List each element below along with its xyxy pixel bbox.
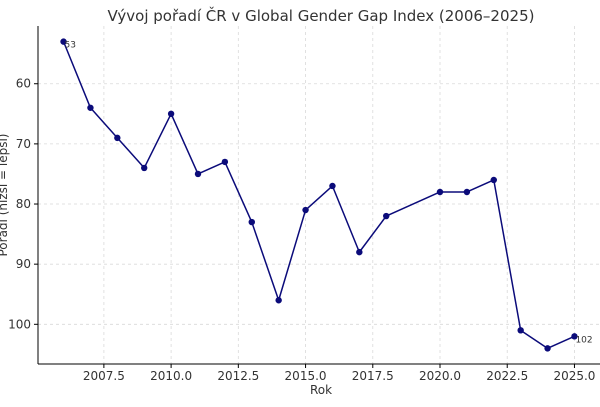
data-point bbox=[329, 182, 336, 190]
data-point bbox=[517, 327, 524, 334]
x-tick-label: 2022.5 bbox=[486, 369, 528, 383]
y-tick-label: 90 bbox=[16, 257, 31, 271]
data-point bbox=[275, 297, 282, 304]
series-layer bbox=[60, 38, 578, 352]
x-tick-label: 2025.0 bbox=[553, 369, 595, 383]
data-point bbox=[436, 188, 444, 196]
data-point bbox=[141, 164, 148, 172]
y-tick-label: 100 bbox=[8, 317, 31, 331]
x-tick-label: 2012.5 bbox=[217, 369, 259, 383]
x-tick-label: 2017.5 bbox=[352, 369, 394, 383]
y-tick-label: 80 bbox=[16, 197, 31, 211]
data-point bbox=[302, 206, 309, 214]
data-annotation-label: 102 bbox=[575, 335, 592, 345]
data-point bbox=[248, 218, 255, 226]
y-tick-label: 60 bbox=[16, 77, 31, 91]
data-point bbox=[544, 345, 551, 352]
data-point bbox=[114, 134, 121, 142]
x-axis-label: Rok bbox=[310, 383, 332, 397]
data-point bbox=[221, 158, 229, 166]
data-point bbox=[194, 170, 202, 178]
y-axis-label: Pořadí (nižší = lepší) bbox=[0, 134, 10, 257]
axis-layer: 2007.5 2010.0 2012.5 2015.0 2017.5 2020.0 2022… bbox=[8, 26, 600, 383]
x-tick-label: 2010.0 bbox=[150, 369, 192, 383]
data-point bbox=[463, 188, 471, 196]
label-layer: 53 102 bbox=[65, 41, 593, 346]
x-tick-label: 2015.0 bbox=[285, 369, 327, 383]
chart-title: Vývoj pořadí ČR v Global Gender Gap Inde… bbox=[108, 6, 535, 25]
x-tick-label: 2020.0 bbox=[419, 369, 461, 383]
data-point bbox=[60, 38, 67, 45]
data-point bbox=[356, 248, 363, 256]
y-tick-label: 70 bbox=[16, 137, 31, 151]
data-point bbox=[571, 333, 578, 340]
x-tick-label: 2007.5 bbox=[83, 369, 125, 383]
data-point bbox=[490, 176, 497, 184]
grid-layer bbox=[38, 26, 600, 364]
data-point bbox=[167, 110, 175, 118]
series-line bbox=[62, 41, 575, 350]
data-point bbox=[87, 104, 94, 111]
data-point bbox=[383, 212, 390, 220]
data-annotation-label: 53 bbox=[65, 41, 76, 51]
